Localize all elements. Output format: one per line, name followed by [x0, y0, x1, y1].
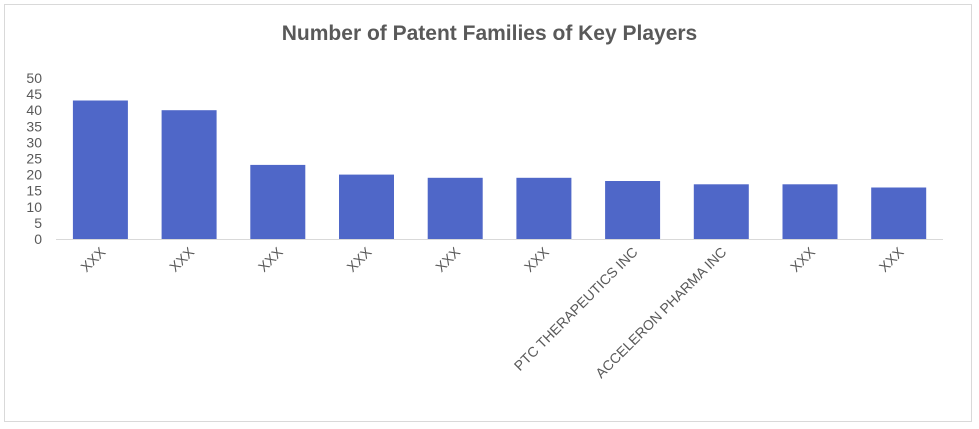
x-category-label: XXX [876, 243, 908, 275]
y-tick-label: 0 [34, 231, 42, 247]
y-tick-label: 20 [26, 167, 42, 183]
bar [693, 184, 749, 239]
bars-group [72, 100, 927, 239]
y-tick-label: 40 [26, 102, 42, 118]
bar [605, 181, 661, 239]
bar [427, 177, 483, 239]
y-tick-label: 25 [26, 151, 42, 167]
y-tick-label: 15 [26, 183, 42, 199]
bar [782, 184, 838, 239]
x-category-label: XXX [521, 243, 553, 275]
y-tick-label: 45 [26, 86, 42, 102]
bar [72, 100, 128, 239]
x-category-label: XXX [77, 243, 109, 275]
bar [871, 187, 927, 239]
y-tick-label: 5 [34, 215, 42, 231]
bar [161, 110, 217, 239]
y-tick-label: 35 [26, 118, 42, 134]
chart-title: Number of Patent Families of Key Players [281, 22, 698, 45]
y-tick-label: 30 [26, 134, 42, 150]
x-category-label: XXX [432, 243, 464, 275]
x-category-label: XXX [787, 243, 819, 275]
bar [516, 177, 572, 239]
x-category-label: XXX [343, 243, 375, 275]
bar [250, 164, 306, 239]
x-category-label: XXX [166, 243, 198, 275]
y-tick-label: 50 [26, 70, 42, 86]
y-tick-label: 10 [26, 199, 42, 215]
bar [339, 174, 394, 239]
x-category-label: XXX [255, 243, 287, 275]
